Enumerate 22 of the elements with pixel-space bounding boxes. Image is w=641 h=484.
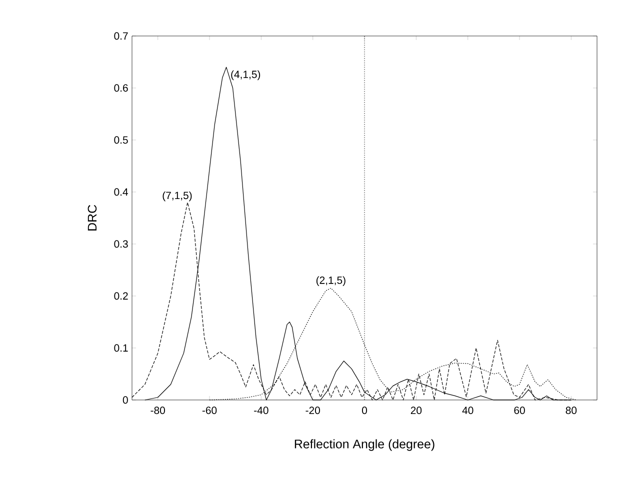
x-tick-label: -20 bbox=[306, 406, 320, 414]
y-tick-label: 0.2 bbox=[114, 292, 128, 300]
y-tick-label: 0.4 bbox=[114, 188, 128, 196]
series-label: (2,1,5) bbox=[316, 276, 346, 286]
series-label: (7,1,5) bbox=[162, 191, 192, 202]
y-tick-label: 0.6 bbox=[114, 84, 128, 92]
x-axis-title: Reflection Angle (degree) bbox=[294, 439, 434, 451]
x-tick-label: -80 bbox=[150, 406, 165, 414]
y-tick-label: 0.3 bbox=[114, 240, 128, 248]
x-tick-label: 80 bbox=[566, 406, 577, 414]
series-label: (4,1,5) bbox=[231, 70, 260, 80]
y-tick-label: 0.7 bbox=[114, 32, 128, 40]
x-tick-label: 40 bbox=[462, 406, 474, 414]
y-tick-label: 0.1 bbox=[114, 344, 128, 352]
y-tick-label: 0 bbox=[122, 396, 128, 404]
y-tick-label: 0.5 bbox=[114, 136, 128, 144]
x-tick-label: 0 bbox=[362, 406, 368, 414]
x-tick-label: -60 bbox=[202, 406, 217, 414]
x-tick-label: 20 bbox=[410, 406, 422, 414]
x-tick-label: -40 bbox=[254, 406, 268, 414]
y-axis-title: DRC bbox=[88, 204, 97, 230]
x-tick-label: 60 bbox=[514, 406, 525, 414]
